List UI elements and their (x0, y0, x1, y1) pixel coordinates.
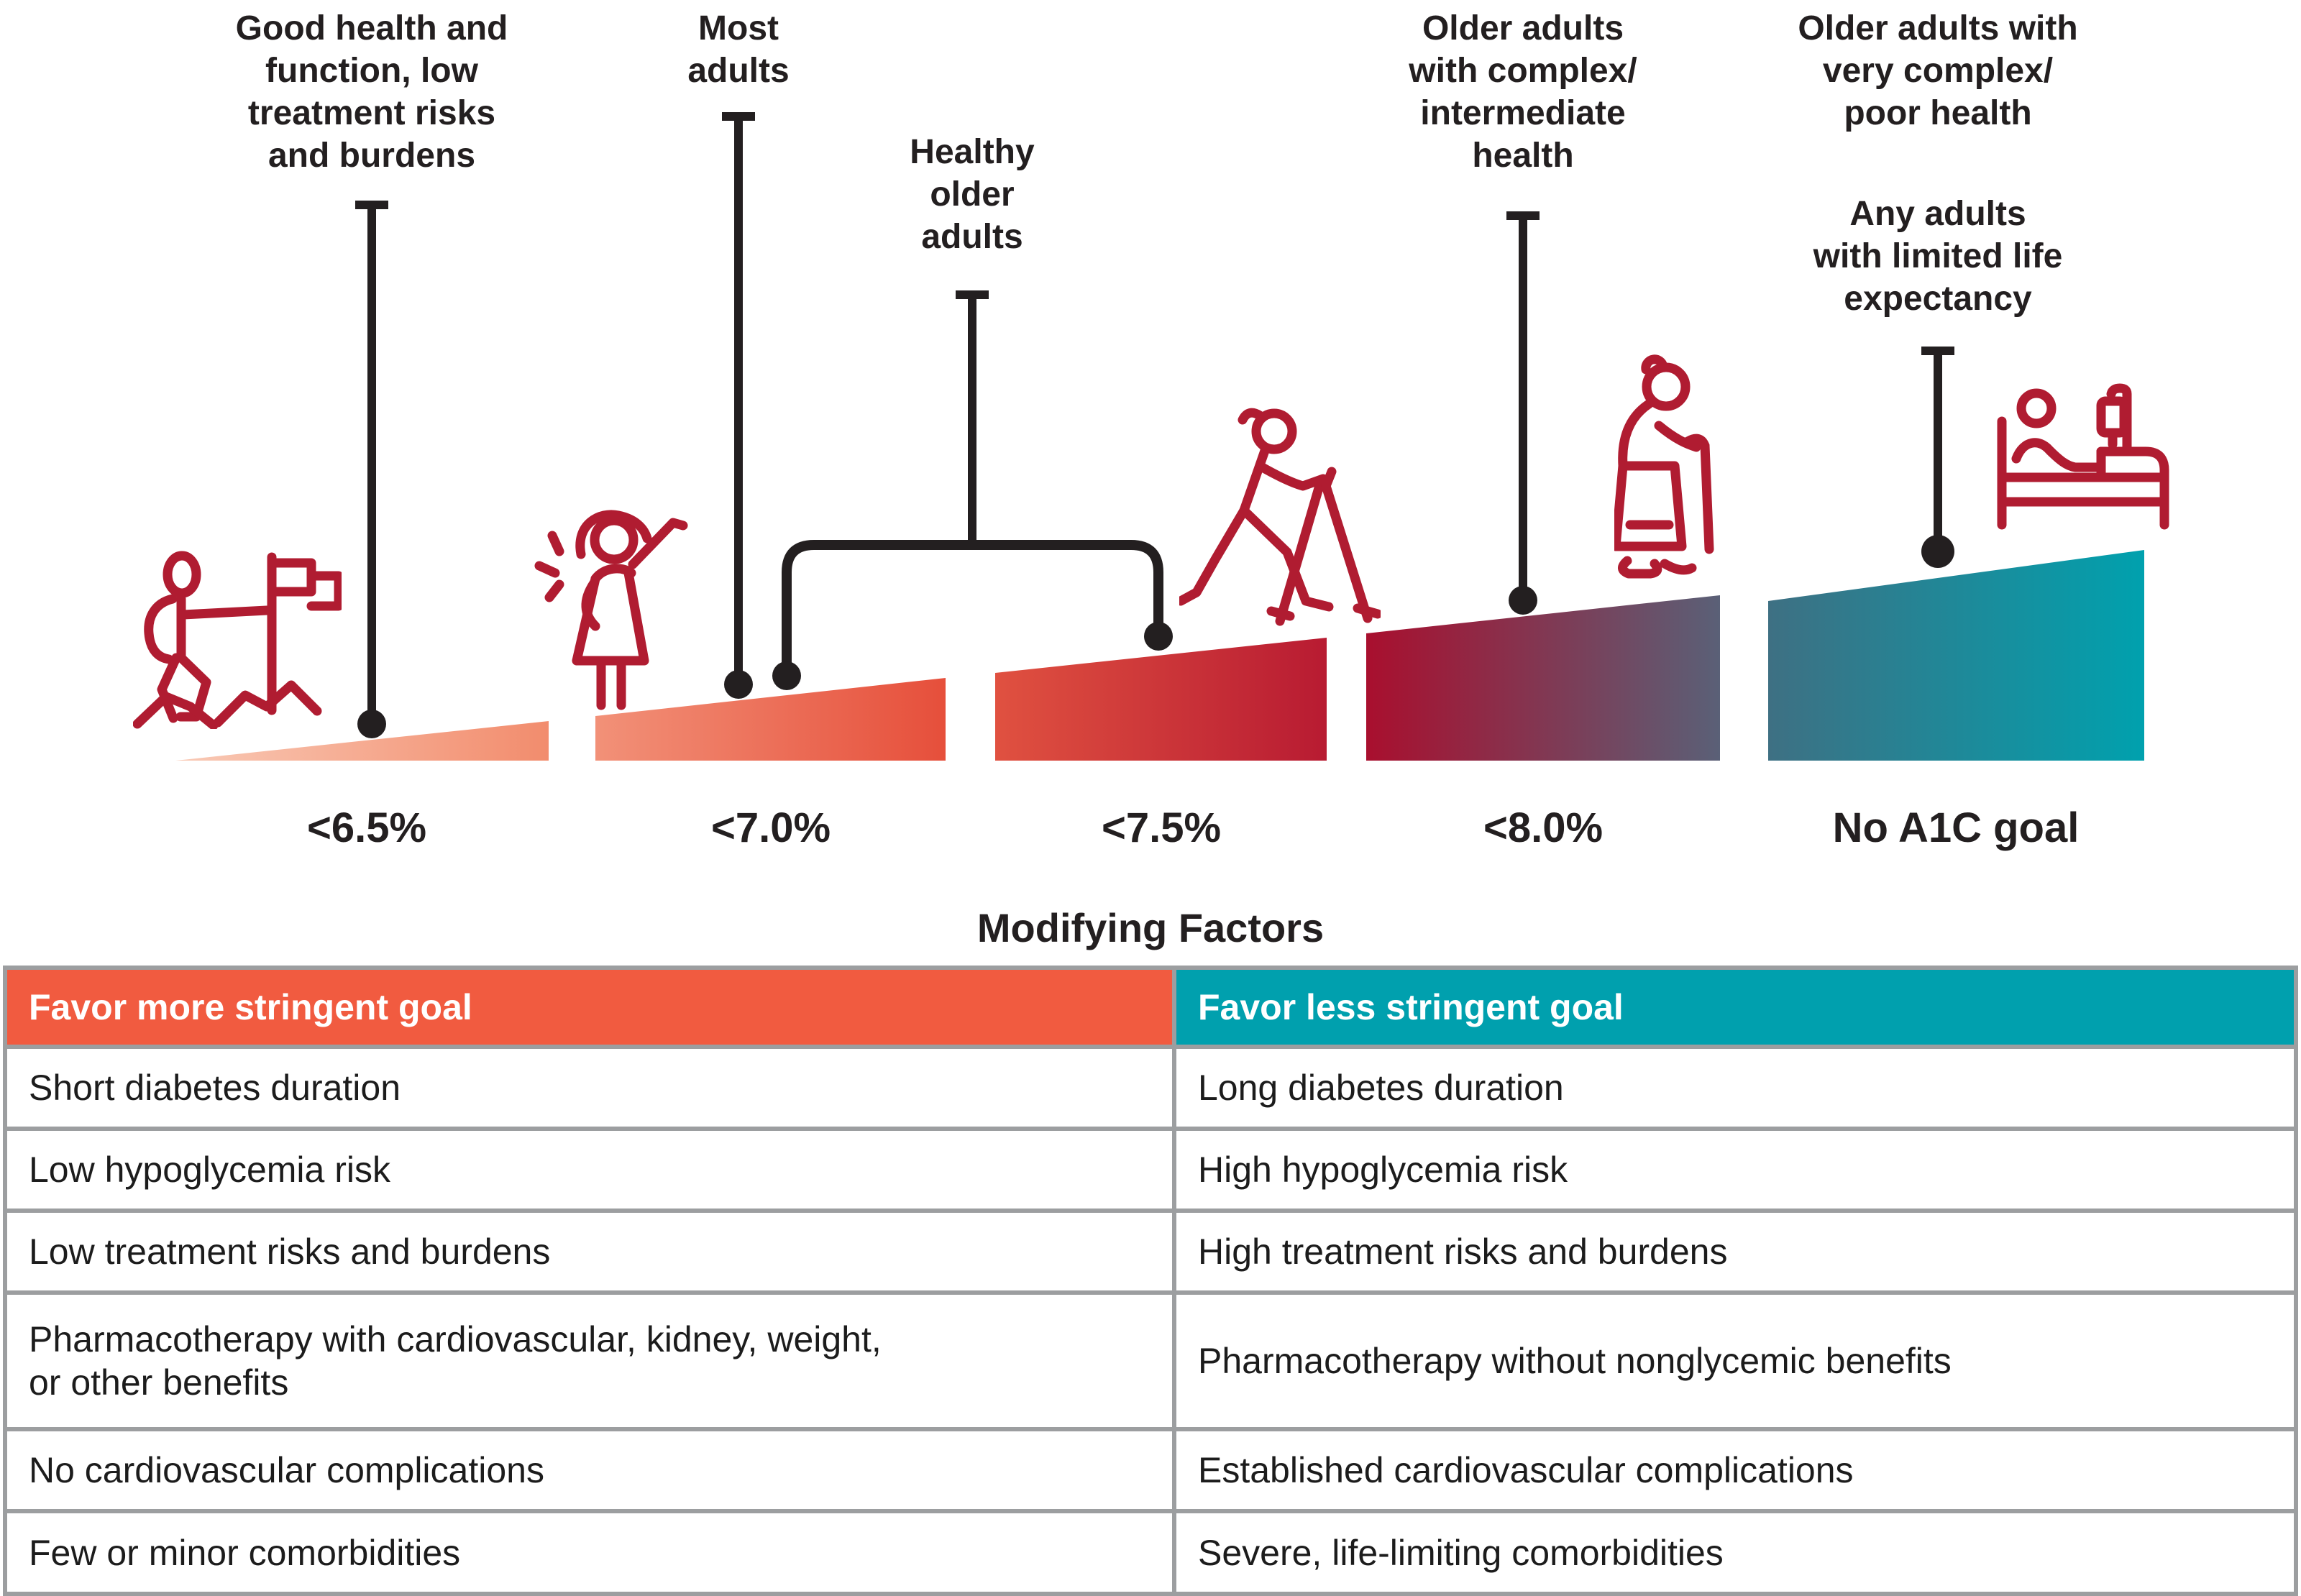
wedge-5-no-a1c-goal (1768, 550, 2144, 761)
table-cell-row5-right: Established cardiovascular complications (1176, 1431, 2294, 1509)
table-header-less-stringent: Favor less stringent goal (1176, 970, 2294, 1045)
table-cell-row4-right: Pharmacotherapy without nonglycemic bene… (1176, 1295, 2294, 1427)
goal-label-6-5: <6.5% (306, 804, 427, 851)
goal-label-8-0: <8.0% (1483, 804, 1604, 851)
patient-in-hospital-bed-icon (1993, 382, 2177, 537)
wedge-2-lt-7-0-pct (595, 678, 946, 761)
hiker-with-flag-icon (133, 548, 342, 729)
pointer-2-dot (724, 670, 753, 699)
label-good-health: Good health and function, low treatment … (235, 9, 508, 175)
elderly-woman-with-cane-icon (1614, 354, 1740, 587)
pointer-3-dot-right (1144, 622, 1173, 651)
pointer-connectors (355, 112, 1954, 738)
pointer-1-dot (357, 710, 386, 738)
table-cell-row6-left: Few or minor comorbidities (7, 1513, 1172, 1592)
table-cell-row6-right: Severe, life-limiting comorbidities (1176, 1513, 2294, 1592)
pointer-3-dot-left (772, 661, 801, 690)
pointer-4-dot (1509, 586, 1537, 615)
modifying-factors-title: Modifying Factors (976, 905, 1325, 950)
wedge-4-lt-8-0-pct (1366, 595, 1720, 761)
goal-label-7-0: <7.0% (710, 804, 831, 851)
table-header-more-stringent: Favor more stringent goal (7, 970, 1172, 1045)
pointer-5-dot (1921, 535, 1954, 568)
label-healthy-older-adults: Healthy older adults (910, 133, 1035, 256)
a1c-ramp (175, 550, 2144, 761)
label-limited-life-expectancy: Any adults with limited life expectancy (1813, 195, 2063, 318)
table-cell-row2-right: High hypoglycemia risk (1176, 1131, 2294, 1209)
table-cell-row1-left: Short diabetes duration (7, 1049, 1172, 1127)
label-complex-intermediate-health: Older adults with complex/ intermediate … (1409, 9, 1637, 175)
table-cell-row1-right: Long diabetes duration (1176, 1049, 2294, 1127)
goal-label-7-5: <7.5% (1101, 804, 1222, 851)
pointer-3-bracket (782, 540, 1163, 676)
table-cell-row2-left: Low hypoglycemia risk (7, 1131, 1172, 1209)
nordic-walker-icon (1179, 403, 1381, 636)
label-very-complex-poor-health: Older adults with very complex/ poor hea… (1798, 9, 2078, 132)
label-most-adults: Most adults (687, 9, 790, 90)
table-cell-row3-right: High treatment risks and burdens (1176, 1213, 2294, 1290)
wedge-1-lt-6-5-pct (175, 721, 549, 761)
wedge-3-lt-7-5-pct (995, 638, 1327, 761)
waving-woman-icon (531, 491, 692, 710)
table-cell-row5-left: No cardiovascular complications (7, 1431, 1172, 1509)
table-cell-row3-left: Low treatment risks and burdens (7, 1213, 1172, 1290)
goal-label-no-a1c: No A1C goal (1832, 804, 2080, 851)
table-cell-row4-left: Pharmacotherapy with cardiovascular, kid… (7, 1295, 1172, 1427)
modifying-factors-table: Favor more stringent goal Favor less str… (3, 966, 2298, 1596)
